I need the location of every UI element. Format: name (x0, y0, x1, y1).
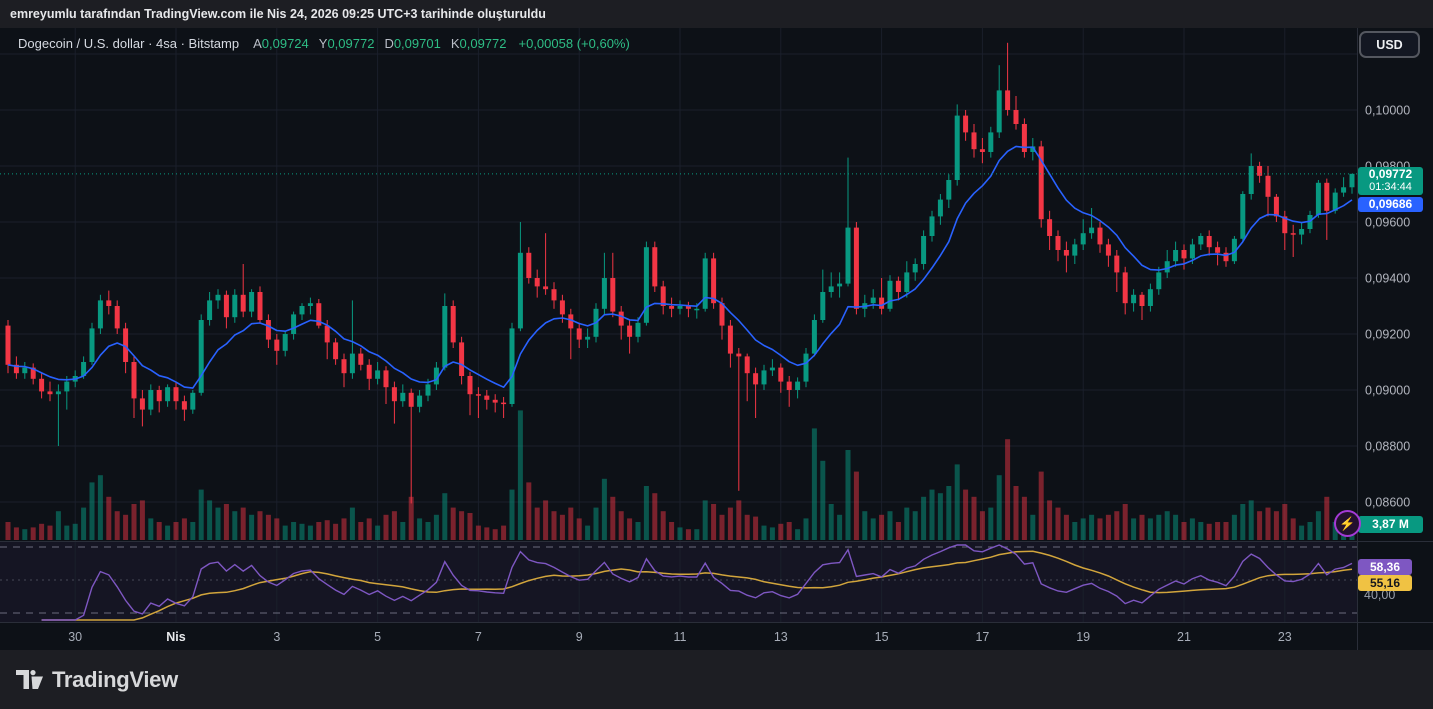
svg-text:19: 19 (1076, 630, 1090, 644)
attribution-bar: emreyumlu tarafından TradingView.com ile… (0, 0, 1433, 28)
svg-text:5: 5 (374, 630, 381, 644)
ohlc-open: A0,09724 (253, 36, 309, 51)
svg-text:0,08800: 0,08800 (1365, 440, 1410, 454)
current-price-badge: 0,09772 01:34:44 (1358, 167, 1423, 195)
rsi-value-badge: 58,36 (1358, 559, 1412, 575)
price-change: +0,00058 (+0,60%) (518, 36, 630, 51)
svg-text:21: 21 (1177, 630, 1191, 644)
ohlc-high: Y0,09772 (318, 36, 375, 51)
svg-text:0,10000: 0,10000 (1365, 104, 1410, 118)
svg-text:0,09200: 0,09200 (1365, 328, 1410, 342)
svg-text:7: 7 (475, 630, 482, 644)
volume-value-badge: 3,87 M (1358, 516, 1423, 533)
svg-text:3: 3 (273, 630, 280, 644)
ma-value-badge: 0,09686 (1358, 197, 1423, 212)
symbol-info-row[interactable]: Dogecoin / U.S. dollar · 4sa · Bitstamp … (18, 36, 630, 51)
ohlc-close: K0,09772 (450, 36, 507, 51)
svg-text:30: 30 (68, 630, 82, 644)
svg-text:0,09600: 0,09600 (1365, 216, 1410, 230)
current-price-value: 0,09772 (1368, 167, 1413, 181)
rsi-ma-value-badge: 55,16 (1358, 575, 1412, 591)
attribution-text: emreyumlu tarafından TradingView.com ile… (10, 7, 546, 21)
svg-text:13: 13 (774, 630, 788, 644)
footer-bar: TradingView (0, 650, 1433, 709)
svg-text:0,08600: 0,08600 (1365, 496, 1410, 510)
lightning-icon[interactable]: ⚡ (1334, 510, 1361, 537)
tradingview-wordmark[interactable]: TradingView (52, 666, 178, 692)
candle-countdown: 01:34:44 (1369, 180, 1412, 193)
svg-text:9: 9 (576, 630, 583, 644)
svg-text:11: 11 (674, 630, 687, 644)
tradingview-logo-icon[interactable] (16, 670, 43, 689)
svg-text:17: 17 (975, 630, 989, 644)
svg-text:23: 23 (1278, 630, 1292, 644)
symbol-title[interactable]: Dogecoin / U.S. dollar · 4sa · Bitstamp (18, 36, 240, 51)
ohlc-low: D0,09701 (384, 36, 441, 51)
svg-text:0,09400: 0,09400 (1365, 272, 1410, 286)
svg-text:0,09000: 0,09000 (1365, 384, 1410, 398)
svg-text:Nis: Nis (166, 630, 186, 644)
svg-text:15: 15 (875, 630, 889, 644)
rsi-axis-label: 40,00 (1364, 588, 1396, 602)
currency-toggle-button[interactable]: USD (1359, 31, 1420, 58)
